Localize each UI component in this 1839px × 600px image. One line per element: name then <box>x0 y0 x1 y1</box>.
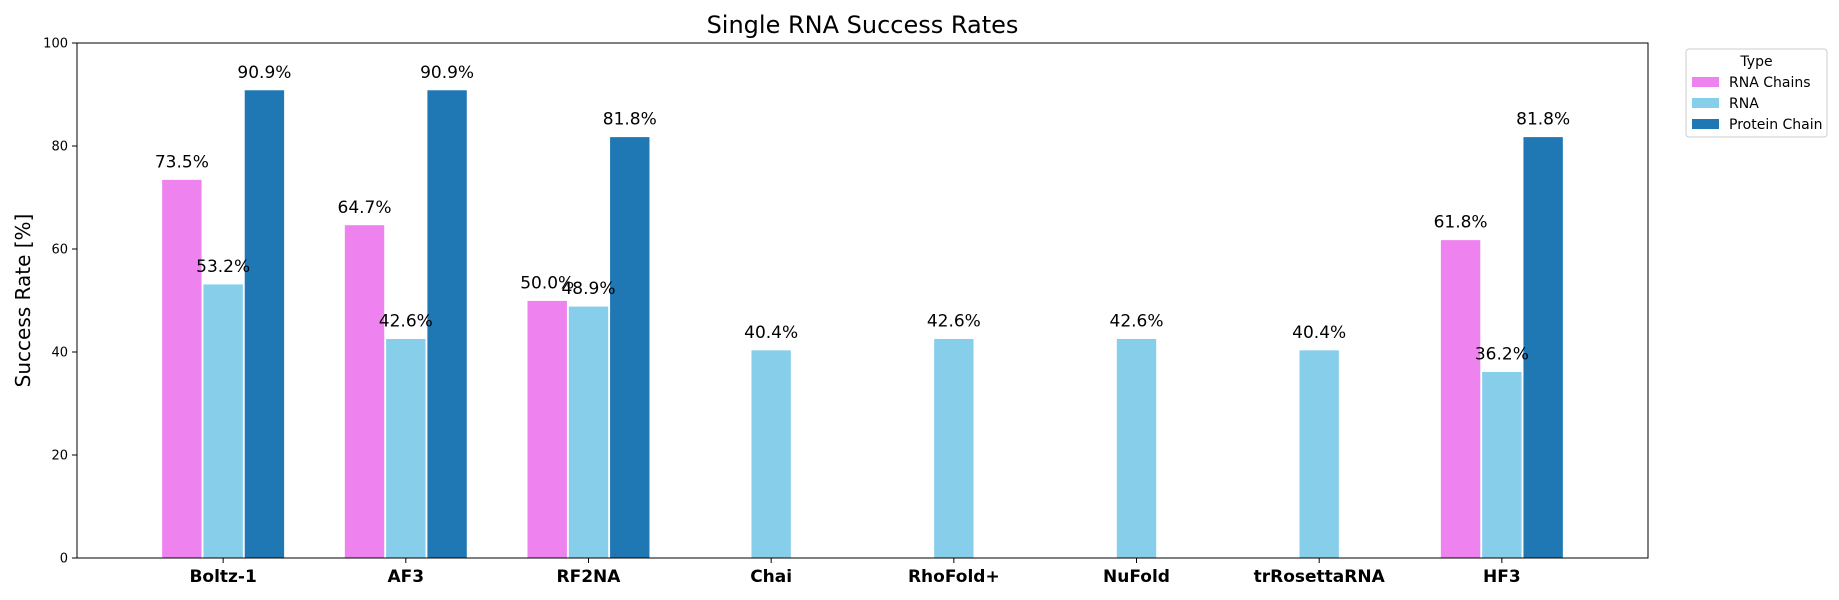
value-label-rna-chains-af3: 64.7% <box>338 198 392 218</box>
legend-swatch-rna <box>1692 98 1719 108</box>
value-label-rna-chains-boltz-1: 73.5% <box>155 152 209 172</box>
value-label-protein-chain-af3: 90.9% <box>420 63 474 83</box>
bar-protein-chain-af3 <box>426 89 468 559</box>
bars-group <box>161 89 1564 559</box>
x-tick-label-hf3: HF3 <box>1483 567 1521 587</box>
value-label-rna-rhofold: 42.6% <box>927 312 981 332</box>
value-label-rna-chai: 40.4% <box>744 323 798 343</box>
legend-swatch-protein-chain <box>1692 119 1719 129</box>
bar-rna-chains-hf3 <box>1440 239 1482 559</box>
value-label-rna-boltz-1: 53.2% <box>196 257 250 277</box>
bar-rna-chains-rf2na <box>526 300 568 559</box>
legend-label-rna-chains: RNA Chains <box>1729 75 1811 91</box>
bar-protein-chain-boltz-1 <box>243 89 285 559</box>
y-tick-label: 80 <box>51 140 68 155</box>
chart-title: Single RNA Success Rates <box>707 11 1019 39</box>
y-tick-label: 100 <box>43 37 68 52</box>
y-tick-label: 40 <box>51 346 68 361</box>
y-axis: 0 20 40 60 80 100 <box>43 37 77 567</box>
value-label-protein-chain-hf3: 81.8% <box>1516 110 1570 130</box>
legend-swatch-rna-chains <box>1692 77 1719 87</box>
y-tick-label: 60 <box>51 243 68 258</box>
x-tick-label-rf2na: RF2NA <box>557 567 622 587</box>
value-label-protein-chain-rf2na: 81.8% <box>603 110 657 130</box>
value-label-rna-af3: 42.6% <box>379 312 433 332</box>
bar-rna-boltz-1 <box>202 283 244 559</box>
legend-items: RNA Chains RNA Protein Chain <box>1692 75 1823 133</box>
bar-rna-rhofold <box>933 338 975 559</box>
x-tick-label-rhofold: RhoFold+ <box>908 567 1000 587</box>
y-tick-label: 0 <box>60 552 68 567</box>
bar-rna-hf3 <box>1481 371 1523 559</box>
x-axis: Boltz-1 AF3 RF2NA Chai RhoFold+ NuFold trRoset… <box>189 558 1521 587</box>
x-tick-label-af3: AF3 <box>388 567 425 587</box>
x-tick-label-nufold: NuFold <box>1103 567 1170 587</box>
legend: Type RNA Chains RNA Protein Chain <box>1685 48 1828 138</box>
y-tick-label: 20 <box>51 449 68 464</box>
bar-protein-chain-rf2na <box>609 136 651 559</box>
value-label-rna-nufold: 42.6% <box>1110 312 1164 332</box>
legend-box <box>1685 48 1828 138</box>
bar-rna-chai <box>750 349 792 559</box>
x-tick-label-chai: Chai <box>750 567 792 587</box>
value-label-rna-rf2na: 48.9% <box>561 279 615 299</box>
value-label-rna-chains-rf2na: 50.0% <box>520 274 574 294</box>
value-label-rna-chains-hf3: 61.8% <box>1434 213 1488 233</box>
x-tick-label-trrosettarna: trRosettaRNA <box>1254 567 1386 587</box>
plot-frame <box>76 42 1649 559</box>
bar-protein-chain-hf3 <box>1522 136 1564 559</box>
value-labels-group: 73.5% 64.7% 50.0% 61.8% 53.2% 42.6% 48.9% 40.4%… <box>155 63 1570 365</box>
bar-rna-rf2na <box>567 305 609 559</box>
bar-rna-chains-af3 <box>344 224 386 559</box>
bar-rna-trrosettarna <box>1298 349 1340 559</box>
bar-rna-nufold <box>1116 338 1158 559</box>
y-axis-label: Success Rate [%] <box>11 214 35 388</box>
x-tick-label-boltz-1: Boltz-1 <box>189 567 256 587</box>
value-label-protein-chain-boltz-1: 90.9% <box>237 63 291 83</box>
value-label-rna-trrosettarna: 40.4% <box>1292 323 1346 343</box>
value-label-rna-hf3: 36.2% <box>1475 345 1529 365</box>
bar-rna-af3 <box>385 338 427 559</box>
legend-label-protein-chain: Protein Chain <box>1729 117 1823 133</box>
bar-rna-chains-boltz-1 <box>161 179 203 559</box>
legend-title: Type <box>1739 54 1772 70</box>
legend-label-rna: RNA <box>1729 96 1759 112</box>
